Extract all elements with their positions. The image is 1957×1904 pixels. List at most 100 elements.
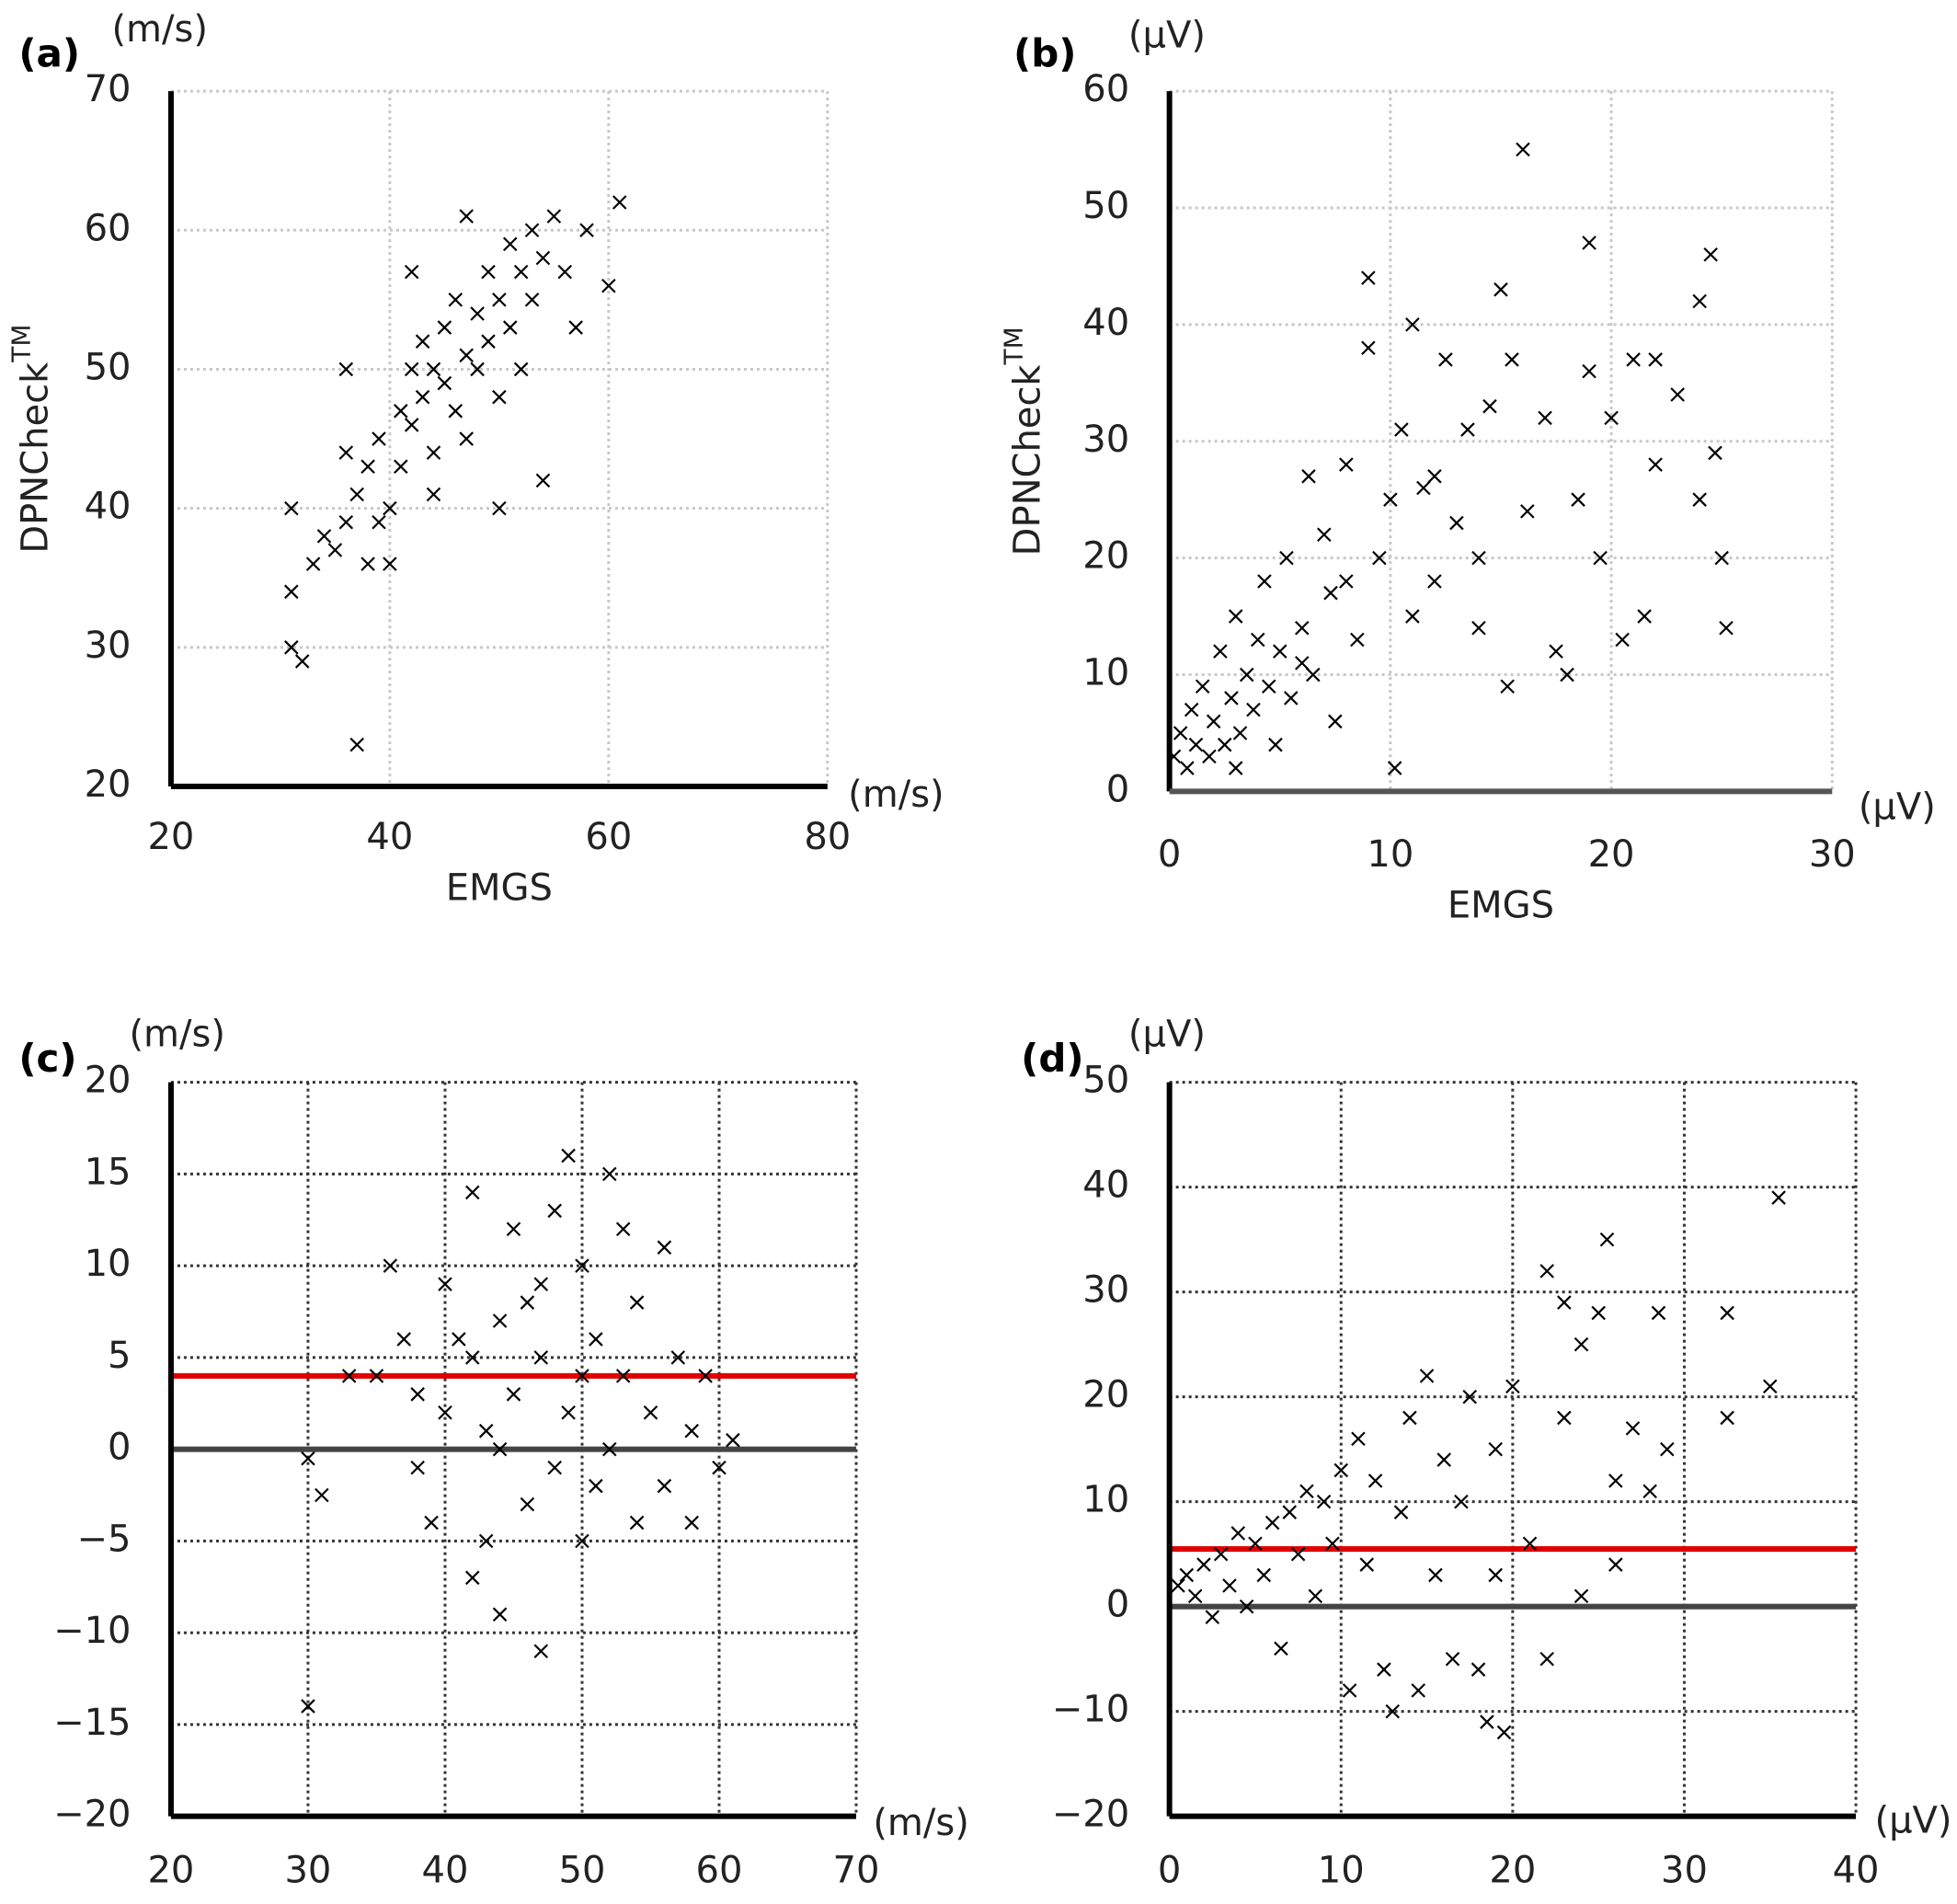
x-tick-label: 40: [1833, 1850, 1880, 1892]
x-unit: (m/s): [848, 774, 944, 816]
x-tick-label: 60: [696, 1850, 743, 1892]
point: [506, 1222, 521, 1237]
point: [1471, 621, 1486, 636]
point: [438, 1405, 452, 1420]
point: [1445, 1651, 1460, 1667]
point: [1394, 422, 1409, 437]
point: [1471, 1662, 1486, 1677]
point: [1719, 621, 1734, 636]
y-tick-label: 60: [85, 207, 132, 249]
point: [513, 361, 529, 377]
x-tick-label: 30: [1661, 1850, 1708, 1892]
point: [1179, 1567, 1195, 1583]
point: [1228, 609, 1243, 624]
x-tick-label: 20: [1588, 833, 1635, 876]
point: [1520, 504, 1535, 519]
panel-label: (a): [18, 31, 80, 76]
point: [1217, 737, 1232, 752]
point: [629, 1295, 645, 1310]
x-tick-label: 10: [1318, 1850, 1365, 1892]
x-tick-label: 0: [1158, 1850, 1181, 1892]
point: [1714, 550, 1729, 566]
point: [396, 1332, 412, 1347]
point: [1557, 1410, 1572, 1426]
point: [459, 209, 474, 224]
x-tick-label: 20: [147, 816, 194, 858]
point: [1405, 609, 1420, 624]
point: [1361, 340, 1376, 356]
point: [284, 640, 299, 655]
y-tick-label: −10: [53, 1610, 131, 1652]
point: [561, 1405, 576, 1420]
point: [1405, 317, 1420, 332]
point: [712, 1460, 727, 1475]
point: [315, 1487, 329, 1503]
point: [1427, 469, 1442, 484]
point: [524, 292, 540, 307]
point: [535, 250, 551, 266]
point: [1325, 1536, 1340, 1552]
y-tick-label: 15: [85, 1151, 132, 1193]
y-axis-label: DPNCheckTM: [999, 327, 1049, 556]
point: [684, 1515, 699, 1531]
y-unit: (μV): [1128, 1013, 1206, 1055]
point: [404, 264, 419, 280]
point: [1261, 679, 1276, 694]
point: [284, 500, 299, 516]
x-tick-label: 10: [1367, 833, 1413, 876]
y-tick-label: 40: [1082, 1164, 1129, 1207]
point: [1516, 142, 1530, 157]
point: [1608, 1474, 1623, 1488]
point: [502, 320, 518, 335]
point: [1539, 1651, 1554, 1667]
point: [1299, 1484, 1314, 1499]
point: [615, 1369, 631, 1383]
point: [1205, 1610, 1220, 1624]
point: [426, 445, 441, 460]
x-unit: (μV): [1859, 786, 1936, 828]
point: [726, 1432, 740, 1448]
point: [1505, 1379, 1520, 1394]
y-tick-label: 60: [1082, 68, 1129, 110]
point: [1339, 457, 1354, 472]
point: [478, 1533, 494, 1549]
point: [1283, 691, 1299, 705]
point: [589, 1332, 603, 1347]
point: [360, 556, 375, 571]
point: [1648, 352, 1663, 367]
point: [1268, 737, 1283, 752]
point: [1342, 1683, 1357, 1698]
y-tick-label: −20: [53, 1794, 131, 1836]
point: [1206, 714, 1221, 729]
point: [360, 459, 375, 475]
y-tick-label: 30: [85, 625, 132, 667]
point: [1359, 1557, 1375, 1572]
point: [1708, 445, 1722, 461]
point: [1505, 352, 1519, 367]
point: [568, 320, 583, 335]
point: [1720, 1410, 1734, 1426]
point: [1202, 749, 1217, 764]
point: [533, 1644, 549, 1658]
point: [698, 1369, 713, 1383]
point: [410, 1387, 425, 1402]
point: [547, 1460, 562, 1475]
point: [1361, 270, 1376, 285]
point: [643, 1405, 658, 1420]
point: [1574, 1589, 1589, 1604]
point: [492, 1607, 508, 1622]
point: [437, 320, 452, 335]
point: [547, 1203, 562, 1219]
point: [612, 195, 627, 210]
point: [383, 556, 397, 571]
panel-label: (b): [1013, 31, 1076, 76]
point: [1228, 761, 1243, 775]
point: [1272, 644, 1288, 659]
point: [575, 1533, 589, 1549]
point: [1383, 492, 1398, 507]
point: [1411, 1683, 1425, 1698]
point: [1496, 1725, 1512, 1740]
point: [502, 236, 518, 252]
point: [1460, 422, 1475, 437]
point: [1560, 667, 1574, 682]
